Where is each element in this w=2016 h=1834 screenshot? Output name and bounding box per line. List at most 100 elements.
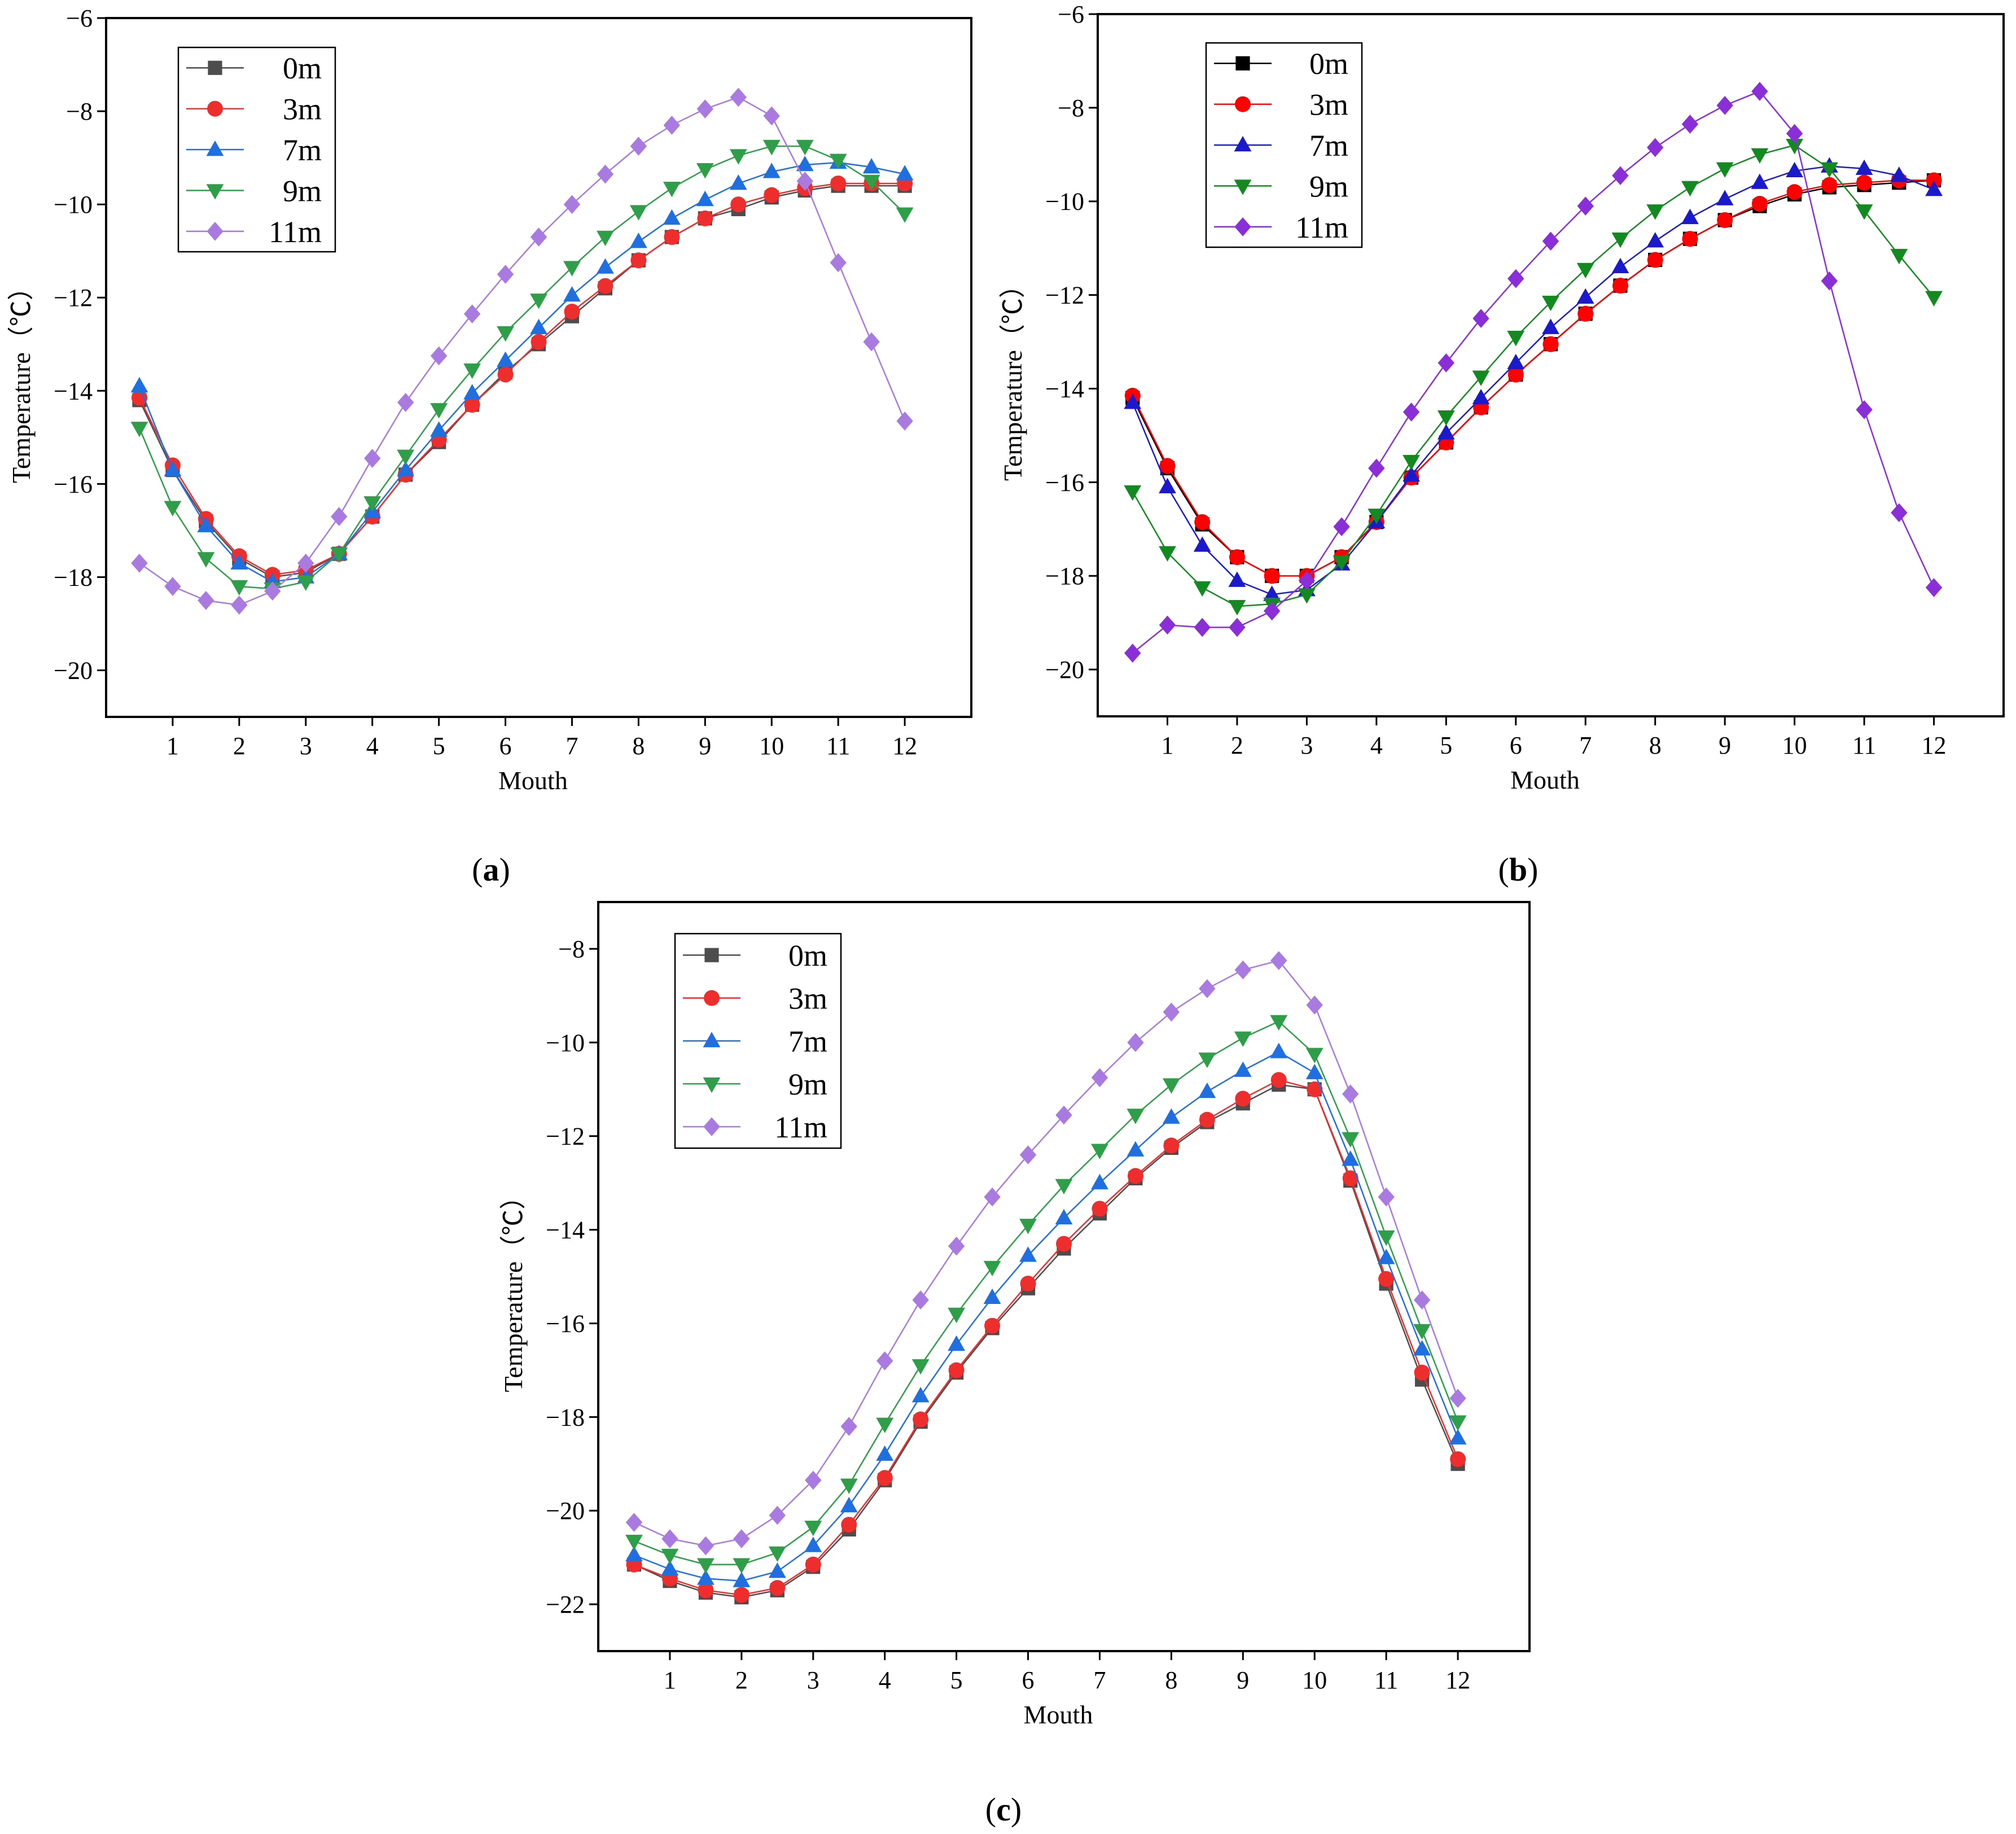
data-point-3m [805, 1556, 821, 1573]
data-point-3m [764, 187, 780, 203]
data-point-3m [1159, 458, 1176, 474]
data-point-11m [597, 164, 614, 184]
data-point-9m [1019, 1219, 1037, 1235]
data-point-7m [1263, 585, 1281, 601]
data-point-9m [625, 1534, 643, 1551]
data-point-3m [830, 175, 847, 191]
data-point-9m [983, 1260, 1001, 1277]
data-point-9m [1681, 181, 1699, 196]
data-point-11m [1891, 503, 1908, 523]
data-point-3m [730, 196, 747, 213]
data-point-7m [733, 1572, 751, 1587]
data-point-7m [983, 1288, 1001, 1305]
data-point-7m [1305, 1063, 1323, 1079]
data-point-9m [729, 149, 747, 165]
x-tick-label: 2 [233, 732, 246, 760]
data-point-7m [1507, 353, 1525, 370]
legend-marker-9m [206, 184, 224, 200]
data-point-9m [530, 294, 547, 309]
data-point-9m [1198, 1052, 1216, 1068]
data-point-3m [664, 229, 680, 245]
x-tick-label: 4 [1370, 732, 1383, 759]
data-point-7m [1162, 1108, 1180, 1124]
x-tick-label: 7 [1093, 1666, 1106, 1694]
data-point-7m [840, 1496, 858, 1513]
x-tick-label: 6 [499, 732, 512, 760]
series-line-7m [138, 161, 905, 583]
data-point-9m [1611, 232, 1629, 248]
data-point-9m [1820, 162, 1838, 178]
data-point-9m [1716, 162, 1734, 178]
x-tick-label: 11 [1374, 1666, 1398, 1694]
data-point-11m [1542, 231, 1559, 251]
x-tick-label: 8 [1649, 732, 1662, 759]
data-point-11m [1055, 1105, 1072, 1125]
data-point-3m [630, 252, 647, 269]
data-point-11m [1306, 995, 1323, 1015]
data-point-3m [1199, 1111, 1215, 1128]
data-point-3m [1194, 514, 1211, 530]
data-point-9m [1472, 370, 1490, 386]
data-point-11m [530, 227, 547, 247]
y-tick-label: −14 [54, 377, 93, 405]
data-point-11m [763, 106, 780, 126]
data-point-9m [197, 552, 215, 568]
data-point-7m [397, 461, 415, 476]
data-point-3m [1577, 305, 1594, 322]
data-point-11m [661, 1529, 678, 1548]
data-point-7m [1091, 1174, 1108, 1189]
data-point-11m [805, 1470, 822, 1490]
data-point-11m [733, 1529, 750, 1548]
panel-label: (b) [1498, 851, 1539, 888]
data-point-11m [1342, 1084, 1359, 1104]
legend-marker-0m [1235, 56, 1250, 71]
legend-label-3m: 3m [283, 93, 322, 126]
y-tick-label: −6 [66, 5, 93, 32]
data-point-9m [463, 363, 481, 379]
legend-marker-9m [1234, 180, 1252, 195]
data-point-7m [463, 384, 481, 400]
data-point-9m [130, 422, 148, 437]
y-tick-label: −8 [558, 935, 585, 963]
data-point-9m [1368, 509, 1386, 524]
data-point-7m [130, 377, 148, 393]
data-point-9m [1298, 588, 1316, 604]
data-point-11m [697, 1536, 715, 1556]
data-point-3m [698, 1582, 714, 1599]
data-point-3m [948, 1362, 965, 1378]
x-tick-label: 9 [1237, 1666, 1249, 1694]
data-point-3m [131, 389, 147, 406]
x-tick-label: 6 [1022, 1666, 1035, 1694]
x-tick-label: 11 [826, 732, 850, 760]
data-point-7m [1786, 161, 1804, 178]
data-point-7m [1019, 1246, 1037, 1262]
data-point-7m [1377, 1249, 1395, 1264]
data-point-11m [896, 412, 913, 431]
data-point-11m [1751, 82, 1768, 101]
x-tick-label: 11 [1852, 732, 1876, 759]
series-line-7m [1132, 165, 1934, 596]
y-tick-label: −20 [546, 1497, 585, 1525]
chart-panel-c: −22−20−18−16−14−12−10−81 2 3 4 5 6 7 8 9 10 11 12Mo… [499, 901, 1531, 1828]
data-point-9m [363, 496, 382, 512]
data-point-9m [1162, 1078, 1180, 1094]
data-point-3m [876, 1470, 893, 1486]
x-tick-label: 1 [166, 732, 179, 760]
data-point-9m [1507, 331, 1525, 347]
x-tick-label: 12 [892, 732, 917, 760]
x-tick-label: 1 [664, 1666, 676, 1694]
data-point-11m [1925, 578, 1943, 597]
panel-label: (a) [472, 851, 510, 888]
data-point-3m [1717, 212, 1733, 228]
data-point-7m [1234, 1061, 1252, 1077]
data-point-11m [1229, 618, 1246, 637]
chart-panel-a: −20−18−16−14−12−10−8−61 2 3 4 5 6 7 8 9 10 11 12Mou… [7, 5, 972, 888]
data-point-3m [769, 1580, 786, 1596]
chart-panel-b: −20−18−16−14−12−10−8−61 2 3 4 5 6 7 8 9 10 11 12Mou… [998, 1, 2005, 888]
data-point-7m [1611, 257, 1629, 274]
y-tick-label: −12 [546, 1123, 585, 1150]
data-point-9m [1228, 599, 1246, 616]
x-tick-label: 2 [1231, 732, 1243, 759]
data-point-9m [430, 403, 448, 419]
panel-label: (c) [985, 1791, 1022, 1828]
